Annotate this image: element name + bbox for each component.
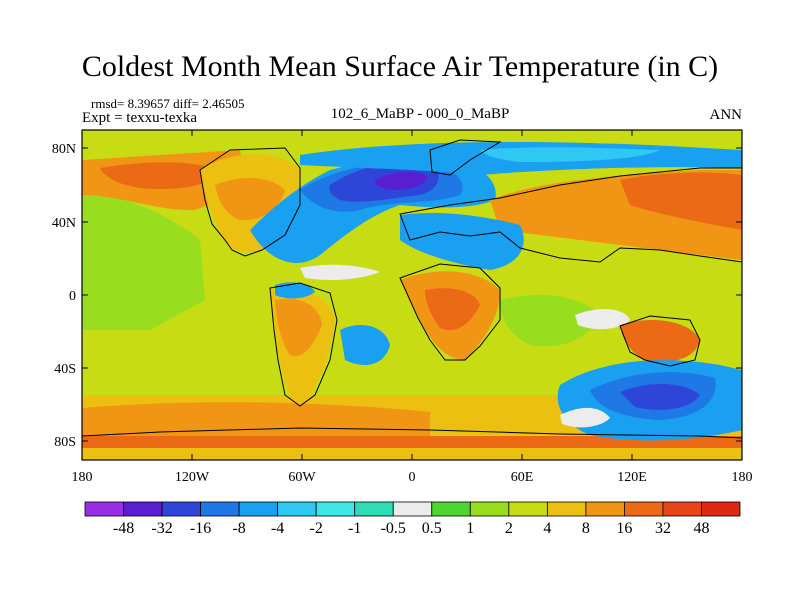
legend-box <box>354 501 394 517</box>
legend-box <box>123 501 163 517</box>
outline-north-america <box>199 147 301 257</box>
legend-box <box>277 501 317 517</box>
outline-greenland <box>429 139 502 176</box>
legend-label: -0.5 <box>381 520 406 537</box>
legend-box <box>508 501 548 517</box>
legend-label: -2 <box>310 520 323 537</box>
legend-label: -32 <box>151 520 172 537</box>
field-indian-white <box>575 308 630 330</box>
lat-tick-label: 80S <box>54 435 76 450</box>
lat-tick-label: 80N <box>52 142 76 157</box>
legend-box <box>200 501 240 517</box>
field-samerica-core <box>275 298 322 357</box>
outline-antarctica <box>82 427 742 439</box>
lat-tick-label: 0 <box>69 289 76 304</box>
field-africa-core <box>425 288 480 331</box>
field-arctic-light <box>480 147 660 162</box>
outline-africa <box>399 263 501 361</box>
legend-label: 0.5 <box>422 520 442 537</box>
legend-box <box>392 501 433 517</box>
outline-eurasia <box>399 167 742 263</box>
field-southern-white <box>560 407 610 428</box>
stats-label: rmsd= 8.39657 diff= 2.46505 <box>91 96 245 111</box>
field-namerica-core <box>215 178 285 221</box>
legend-box <box>238 501 279 517</box>
chart-title: Coldest Month Mean Surface Air Temperatu… <box>81 50 719 83</box>
lon-tick-label: 120E <box>617 470 647 485</box>
legend-label: 16 <box>616 520 632 537</box>
legend-boxes <box>84 501 741 517</box>
field-natlantic-min <box>375 171 428 190</box>
legend-label: -48 <box>113 520 134 537</box>
outline-australia <box>619 315 701 367</box>
field-equatorial-blue <box>275 282 315 299</box>
legend-label: 4 <box>543 520 551 537</box>
field-pacific <box>82 185 205 330</box>
field-indian <box>500 295 600 347</box>
legend-label: 48 <box>693 520 709 537</box>
legend-box <box>701 501 741 517</box>
legend-box <box>624 501 664 517</box>
legend-label: 8 <box>582 520 590 537</box>
season-label: ANN <box>709 107 743 123</box>
legend-label: 1 <box>466 520 474 537</box>
field-southern-cold-core <box>620 384 700 410</box>
legend-box <box>469 501 510 517</box>
legend-box <box>315 501 356 517</box>
legend-box <box>585 501 625 517</box>
legend-labels: -48 -32 -16 -8 -4 -2 -1 -0.5 0.5 1 2 4 8 16 32 48 <box>113 520 710 537</box>
lat-tick-label: 40S <box>54 362 76 377</box>
lat-tick-label: 40N <box>52 216 76 231</box>
lon-tick-label: 180 <box>72 470 93 485</box>
field-europe <box>400 213 524 270</box>
lon-tick-label: 0 <box>409 470 416 485</box>
lon-tick-label: 180 <box>732 470 753 485</box>
axis-ticks: 80N 40N 0 40S 80S 180 120W 60W 0 60E 120E 180 <box>52 130 753 485</box>
legend-label: 2 <box>505 520 513 537</box>
experiment-label: Expt = texxu-texka <box>82 110 198 126</box>
legend-label: -1 <box>348 520 361 537</box>
field-southern-orange <box>82 402 430 440</box>
legend-label: -8 <box>232 520 245 537</box>
legend-box <box>84 501 124 517</box>
legend-box <box>546 501 587 517</box>
field-tropical-white <box>300 264 380 280</box>
legend-box <box>431 501 471 517</box>
field-australia <box>620 320 700 362</box>
lon-tick-label: 120W <box>175 470 210 485</box>
legend-label: -16 <box>190 520 211 537</box>
legend-label: -4 <box>271 520 284 537</box>
field-alaska <box>100 162 220 190</box>
legend-box <box>662 501 702 517</box>
continent-outlines <box>82 139 742 439</box>
legend-label: 32 <box>655 520 671 537</box>
outline-south-america <box>269 282 338 407</box>
lon-tick-label: 60W <box>288 470 316 485</box>
comparison-label: 102_6_MaBP - 000_0_MaBP <box>330 106 510 122</box>
field-siberia <box>620 172 742 230</box>
temperature-field <box>82 130 742 460</box>
field-satlantic <box>340 325 390 365</box>
lon-tick-label: 60E <box>511 470 534 485</box>
legend-box <box>161 501 201 517</box>
